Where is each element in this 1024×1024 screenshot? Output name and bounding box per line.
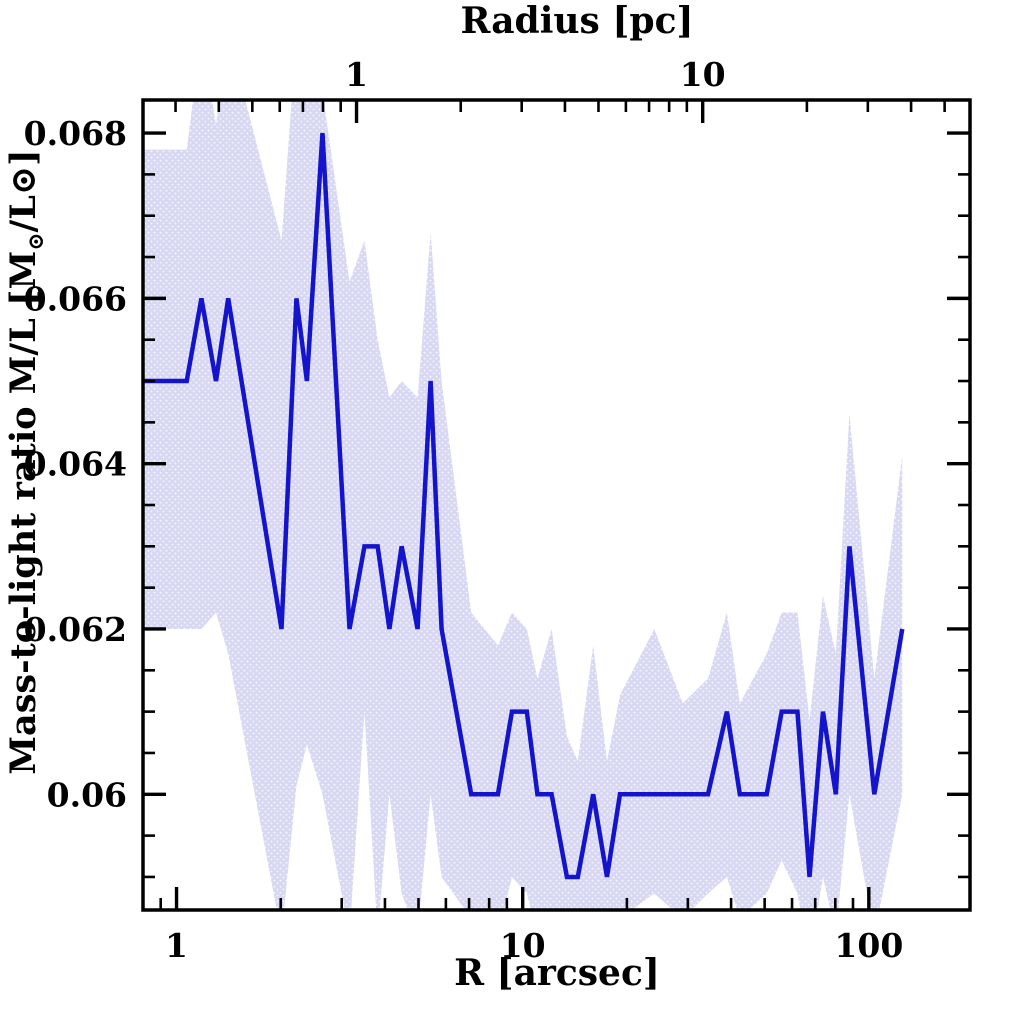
tick-label: 0.064: [24, 445, 127, 484]
tick-label: 1: [165, 926, 188, 965]
y-axis-title: Mass-to-light ratio M/L [M⊙/L⊙]: [3, 149, 49, 774]
tick-labels: 1 10 100 1 10 0.068 0.066 0.064 0.062 0.06: [24, 55, 904, 965]
tick-label: 10: [680, 55, 726, 94]
y-axis-title-prefix: Mass-to-light ratio M/L [M: [3, 250, 44, 775]
y-axis-title-suffix: /L⊙]: [3, 149, 44, 233]
x-axis-title: R [arcsec]: [454, 952, 660, 994]
axis-ticks: [143, 100, 970, 910]
tick-label: 0.062: [24, 610, 127, 649]
profile-line: [143, 132, 905, 880]
tick-label: 1: [345, 55, 368, 94]
tick-label: 10: [500, 926, 546, 965]
tick-label: 100: [834, 926, 903, 965]
tick-label: 0.068: [24, 114, 127, 153]
uncertainty-band: [143, 100, 903, 910]
tick-label: 0.06: [47, 775, 127, 814]
sun-symbol-subscript: ⊙: [24, 232, 49, 251]
top-axis-title: Radius [pc]: [460, 0, 694, 42]
tick-label: 0.066: [24, 279, 127, 318]
